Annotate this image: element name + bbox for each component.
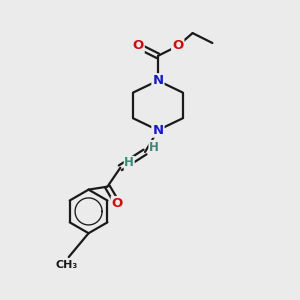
Text: N: N [152,74,164,87]
Text: CH₃: CH₃ [56,260,78,270]
Text: H: H [149,140,159,154]
Text: N: N [152,124,164,137]
Text: O: O [133,40,144,52]
Text: H: H [124,156,134,170]
Text: O: O [112,197,123,210]
Text: O: O [172,40,183,52]
